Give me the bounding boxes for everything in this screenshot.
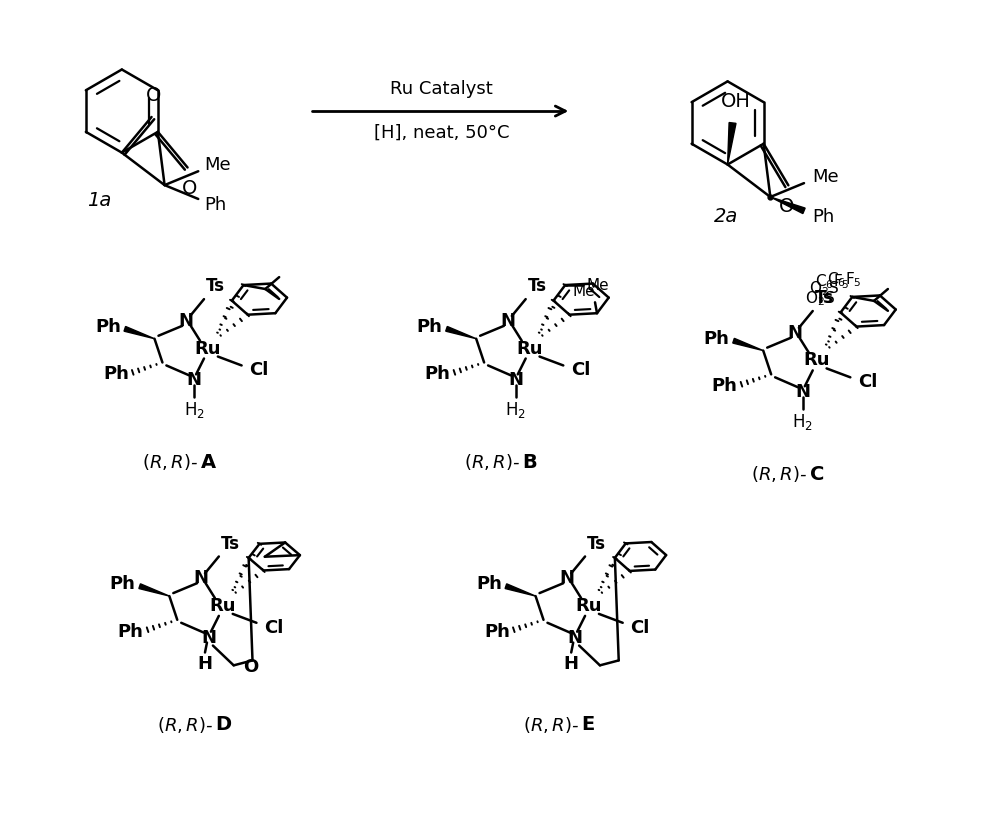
Text: C$_6$F$_5$: C$_6$F$_5$ (815, 273, 849, 291)
Polygon shape (505, 584, 536, 596)
Text: O: O (146, 86, 161, 105)
Text: Ts: Ts (221, 534, 240, 552)
Text: Me: Me (572, 284, 595, 299)
Text: N: N (795, 383, 811, 401)
Text: Ph: Ph (812, 208, 835, 225)
Text: OH: OH (721, 92, 750, 111)
Text: $\mathbf{C}$: $\mathbf{C}$ (809, 465, 824, 484)
Text: Ph: Ph (110, 575, 136, 593)
Polygon shape (770, 197, 805, 213)
Text: 2a: 2a (714, 208, 738, 226)
Text: $(R,R)$-: $(R,R)$- (156, 715, 213, 734)
Text: Ph: Ph (704, 330, 730, 348)
Text: Cl: Cl (858, 373, 877, 391)
Text: Cl: Cl (631, 618, 650, 636)
Text: $\mathbf{A}$: $\mathbf{A}$ (200, 453, 217, 472)
Text: Ts: Ts (587, 534, 606, 552)
Text: N: N (787, 324, 803, 342)
Text: Cl: Cl (249, 361, 269, 379)
Text: O: O (182, 180, 197, 199)
Text: O: O (244, 658, 258, 676)
Text: Ru: Ru (576, 597, 602, 615)
Text: H: H (563, 655, 579, 673)
Text: Ru: Ru (804, 351, 830, 369)
Text: N: N (201, 628, 217, 646)
Text: Ph: Ph (204, 196, 227, 214)
Text: O: O (779, 197, 794, 217)
Text: [H], neat, 50°C: [H], neat, 50°C (374, 124, 509, 142)
Text: H: H (197, 655, 213, 673)
Text: Ru Catalyst: Ru Catalyst (390, 80, 493, 98)
Text: Ph: Ph (95, 318, 121, 336)
Text: O$_2$S: O$_2$S (809, 279, 840, 298)
Text: Ru: Ru (517, 340, 543, 358)
Polygon shape (139, 584, 169, 596)
Text: $(R,R)$-: $(R,R)$- (463, 453, 520, 472)
Text: Me: Me (812, 168, 839, 186)
Text: $(R,R)$-: $(R,R)$- (750, 464, 807, 484)
Text: Me: Me (204, 156, 231, 174)
Text: H$_2$: H$_2$ (183, 400, 205, 420)
Text: Ts: Ts (815, 289, 834, 307)
Text: Ph: Ph (118, 623, 144, 641)
Text: Cl: Cl (571, 361, 591, 379)
Text: Ru: Ru (195, 340, 221, 358)
Text: O$_2$S: O$_2$S (805, 289, 836, 308)
Text: Ph: Ph (476, 575, 502, 593)
Text: Me: Me (587, 278, 610, 292)
Text: Ru: Ru (210, 597, 236, 615)
Text: $(R,R)$-: $(R,R)$- (142, 453, 198, 472)
Text: H$_2$: H$_2$ (792, 412, 814, 432)
Text: N: N (178, 312, 194, 330)
Text: $\mathbf{B}$: $\mathbf{B}$ (522, 453, 538, 472)
Text: N: N (559, 569, 575, 587)
Text: N: N (508, 371, 524, 389)
Polygon shape (728, 123, 736, 164)
Polygon shape (446, 327, 476, 339)
Text: $\mathbf{E}$: $\mathbf{E}$ (581, 715, 595, 734)
Text: N: N (500, 312, 516, 330)
Text: Ts: Ts (528, 277, 546, 295)
Text: N: N (193, 569, 209, 587)
Text: C$_6$F$_5$: C$_6$F$_5$ (827, 270, 861, 289)
Text: Cl: Cl (264, 618, 284, 636)
Text: N: N (567, 628, 583, 646)
Text: H$_2$: H$_2$ (505, 400, 527, 420)
Text: Ph: Ph (417, 318, 443, 336)
Text: Ph: Ph (712, 377, 738, 395)
Text: $(R,R)$-: $(R,R)$- (523, 715, 579, 734)
Text: Ph: Ph (484, 623, 510, 641)
Text: Ph: Ph (425, 365, 450, 383)
Text: Ts: Ts (206, 277, 225, 295)
Polygon shape (124, 327, 154, 339)
Text: Ph: Ph (103, 365, 129, 383)
Text: N: N (186, 371, 202, 389)
Text: $\mathbf{D}$: $\mathbf{D}$ (215, 715, 232, 734)
Polygon shape (733, 338, 763, 350)
Text: 1a: 1a (87, 190, 111, 210)
